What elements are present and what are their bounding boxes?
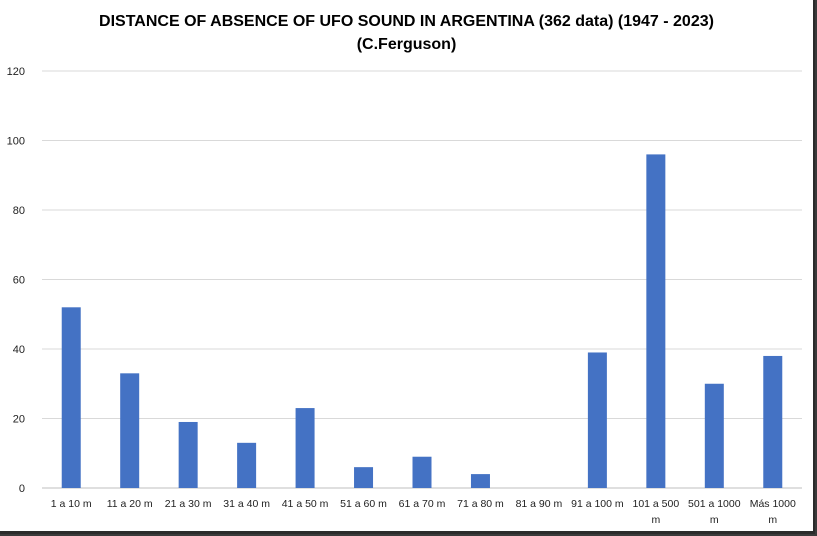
y-tick-label: 120 xyxy=(7,66,25,78)
x-tick-label: 81 a 90 m xyxy=(516,498,563,510)
x-tick-label: 61 a 70 m xyxy=(399,498,446,510)
bar xyxy=(646,154,666,488)
bar xyxy=(237,442,257,488)
bar xyxy=(61,307,81,488)
bar xyxy=(412,456,432,488)
x-tick-label: m xyxy=(710,514,719,526)
bar xyxy=(763,355,783,488)
bar xyxy=(178,421,198,488)
x-tick-label: 51 a 60 m xyxy=(340,498,387,510)
bar xyxy=(587,352,607,488)
y-tick-label: 100 xyxy=(7,136,25,148)
bar xyxy=(354,467,374,488)
x-tick-label: 71 a 80 m xyxy=(457,498,504,510)
x-tick-label: 91 a 100 m xyxy=(571,498,624,510)
x-tick-label: 21 a 30 m xyxy=(165,498,212,510)
y-tick-label: 40 xyxy=(13,344,25,356)
x-tick-label: m xyxy=(768,514,777,526)
x-tick-label: 31 a 40 m xyxy=(223,498,270,510)
x-tick-label: 501 a 1000 xyxy=(688,498,741,510)
x-tick-label: Más 1000 xyxy=(750,498,796,510)
x-tick-label: 101 a 500 xyxy=(632,498,679,510)
y-tick-label: 80 xyxy=(13,205,25,217)
x-tick-label: 1 a 10 m xyxy=(51,498,92,510)
bar xyxy=(704,383,724,488)
bar xyxy=(295,408,315,488)
chart-title: DISTANCE OF ABSENCE OF UFO SOUND IN ARGE… xyxy=(99,13,714,30)
x-tick-label: 41 a 50 m xyxy=(282,498,329,510)
y-tick-label: 60 xyxy=(13,275,25,287)
bar xyxy=(470,474,490,488)
y-tick-label: 20 xyxy=(13,414,25,426)
x-tick-label: m xyxy=(651,514,660,526)
bar xyxy=(120,373,140,488)
x-tick-label: 11 a 20 m xyxy=(107,498,153,510)
chart-subtitle: (C.Ferguson) xyxy=(356,36,457,53)
y-tick-label: 0 xyxy=(19,483,25,495)
